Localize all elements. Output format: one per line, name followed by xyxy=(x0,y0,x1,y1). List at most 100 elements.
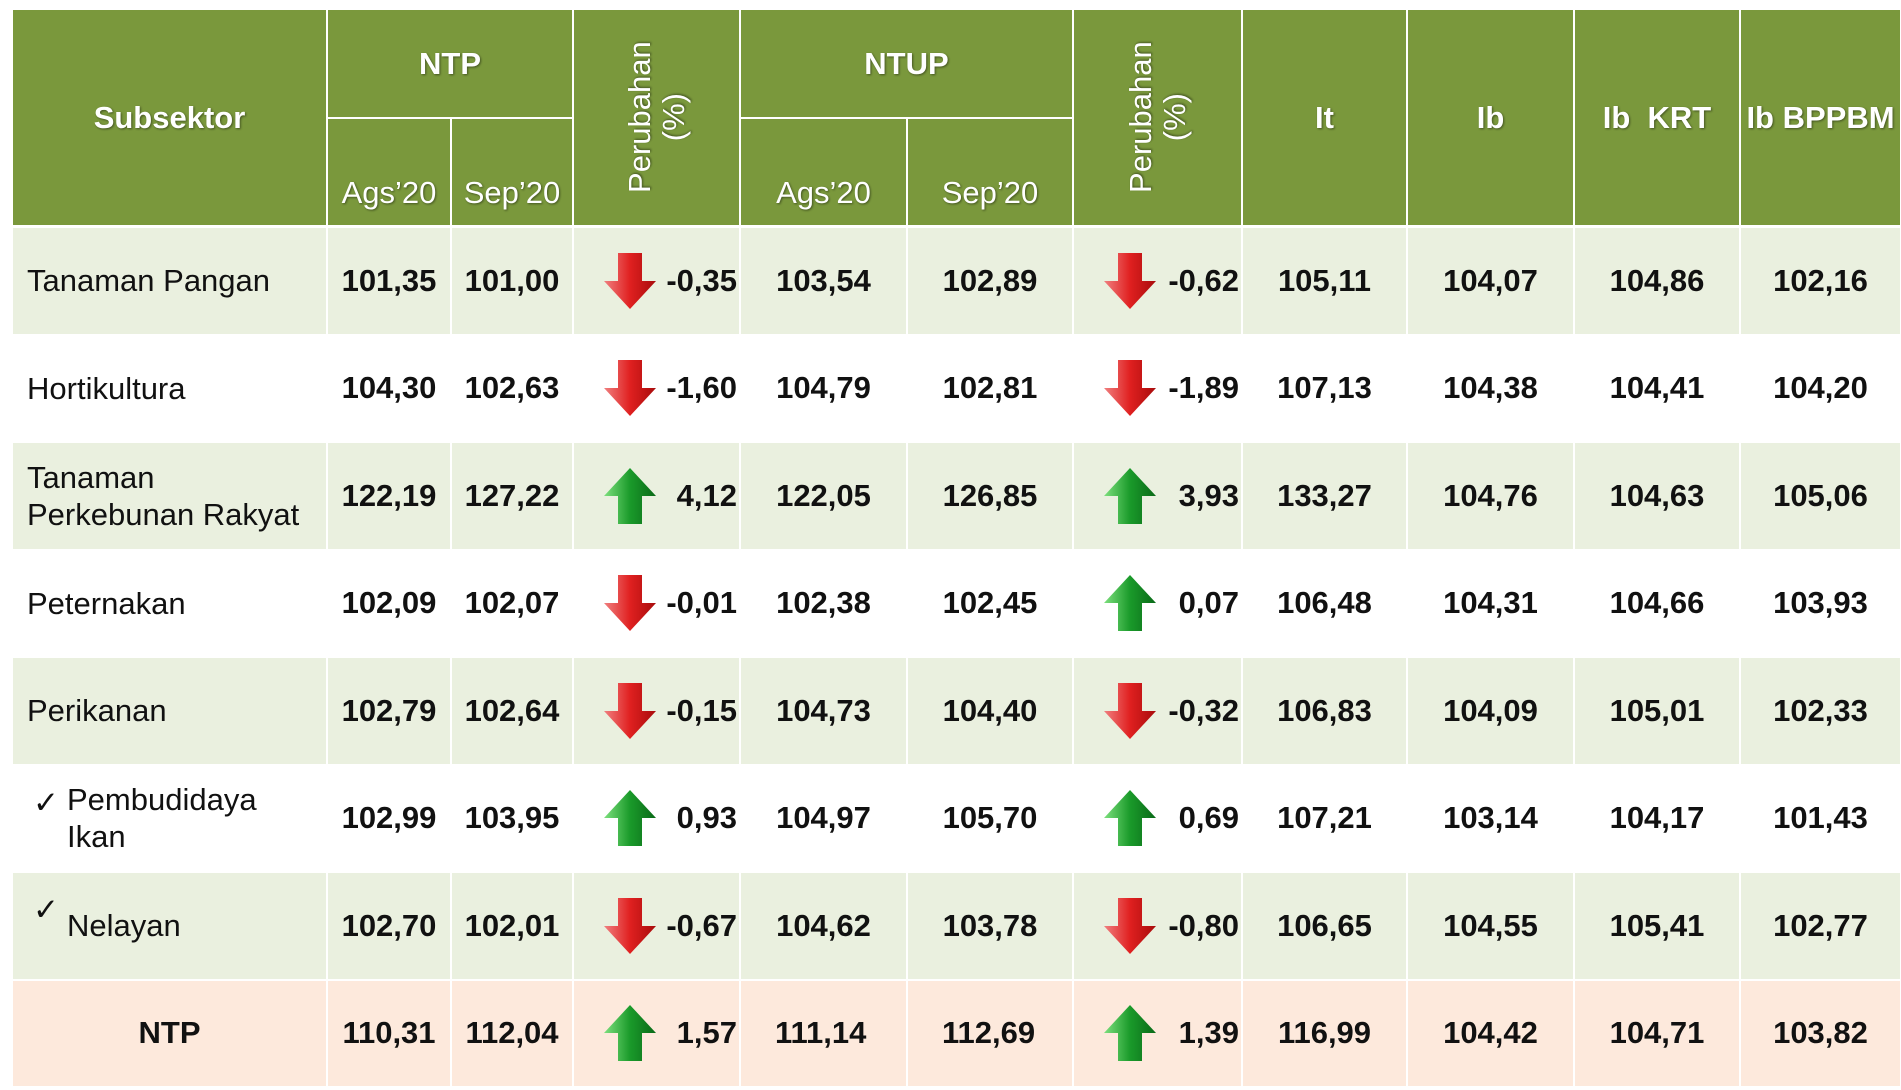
arrow-down xyxy=(604,897,656,954)
cell-text: 105,06 xyxy=(1773,477,1868,513)
check-icon: ✓ xyxy=(33,892,59,927)
header-cell: NTP xyxy=(328,10,572,117)
arrow-up xyxy=(604,467,656,524)
cell-text: 104,09 xyxy=(1443,692,1538,728)
cell-text: 122,05 xyxy=(776,477,871,513)
cell-text: Tanaman Pangan xyxy=(27,263,271,299)
row-label: Hortikultura xyxy=(13,335,326,441)
cell: 104,62 xyxy=(741,873,906,979)
row-label: ✓ Nelayan xyxy=(13,873,326,979)
header-cell: Ags’20 xyxy=(741,119,906,225)
cell: 102,63 xyxy=(452,335,572,441)
cell-text: -0,67 xyxy=(666,907,737,943)
cell: 102,01 xyxy=(452,873,572,979)
cell-text: 104,40 xyxy=(942,692,1038,728)
cell: 1,39 xyxy=(1074,980,1241,1086)
cell: 127,22 xyxy=(452,443,572,549)
cell-text: 112,04 xyxy=(465,1015,559,1051)
arrow-down xyxy=(604,575,656,632)
cell-text: 126,85 xyxy=(942,477,1038,513)
cell-text: 103,95 xyxy=(464,800,560,836)
cell-text: Tanaman Perkebunan Rakyat xyxy=(27,459,300,532)
cell-text: Perikanan xyxy=(27,693,167,729)
cell: 104,17 xyxy=(1575,765,1739,871)
cell-text: 102,70 xyxy=(341,907,437,943)
cell-text: -0,62 xyxy=(1168,262,1239,298)
cell-text: Peternakan xyxy=(27,585,186,621)
cell: -0,62 xyxy=(1074,228,1241,334)
header-cell: Perubahan (%) xyxy=(1074,10,1241,225)
cell-text: 106,65 xyxy=(1277,907,1372,943)
cell-text: NTP xyxy=(419,45,481,81)
header-cell: Sep’20 xyxy=(908,119,1072,225)
cell: 104,42 xyxy=(1408,980,1573,1086)
cell-text: Pembudidaya Ikan xyxy=(66,782,257,855)
cell: 104,30 xyxy=(328,335,450,441)
cell-text: 1,57 xyxy=(676,1015,737,1051)
cell-text: 103,14 xyxy=(1443,800,1538,836)
cell: 116,99 xyxy=(1243,980,1406,1086)
cell: 104,79 xyxy=(741,335,906,441)
check-icon: ✓ xyxy=(33,784,59,820)
cell: -0,80 xyxy=(1074,873,1241,979)
row-label: ✓ Pembudidaya Ikan xyxy=(13,765,326,871)
cell: 104,63 xyxy=(1575,443,1739,549)
arrow-up xyxy=(1104,575,1156,632)
cell: -0,15 xyxy=(574,658,739,764)
cell: 103,93 xyxy=(1741,550,1900,656)
row-label: Peternakan xyxy=(13,550,326,656)
cell: 101,43 xyxy=(1741,765,1900,871)
arrow-up xyxy=(1104,467,1156,524)
cell-text: 104,07 xyxy=(1443,262,1538,298)
cell-text: 102,77 xyxy=(1773,907,1868,943)
cell-text: Perubahan xyxy=(1122,41,1158,194)
cell: 104,41 xyxy=(1575,335,1739,441)
cell-text: -0,80 xyxy=(1168,907,1239,943)
cell-text: 103,54 xyxy=(776,262,871,298)
cell-text: 104,79 xyxy=(776,370,871,406)
cell-text: It xyxy=(1315,99,1334,135)
cell-text: 107,13 xyxy=(1277,370,1372,406)
cell-text: 112,69 xyxy=(942,1015,1036,1051)
cell-text: 104,17 xyxy=(1609,800,1705,836)
cell-text: 104,86 xyxy=(1609,262,1705,298)
cell: 111,14 xyxy=(741,980,906,1086)
rotated-label: Perubahan (%) xyxy=(621,42,690,194)
cell-text: 116,99 xyxy=(1277,1015,1372,1051)
cell: 4,12 xyxy=(574,443,739,549)
cell: 1,57 xyxy=(574,980,739,1086)
cell: 102,79 xyxy=(328,658,450,764)
cell: 104,73 xyxy=(741,658,906,764)
cell: 106,83 xyxy=(1243,658,1406,764)
cell-text: Ib xyxy=(1476,99,1505,135)
cell-text: 101,43 xyxy=(1773,800,1868,836)
cell: 104,20 xyxy=(1741,335,1900,441)
cell-text: 102,89 xyxy=(942,262,1038,298)
cell-text: 104,63 xyxy=(1609,477,1705,513)
cell: 102,89 xyxy=(908,228,1072,334)
cell-text: Ags’20 xyxy=(341,175,437,210)
cell-text: 102,16 xyxy=(1773,262,1868,298)
cell: 105,11 xyxy=(1243,228,1406,334)
cell: 107,21 xyxy=(1243,765,1406,871)
cell: 103,14 xyxy=(1408,765,1573,871)
cell: 104,71 xyxy=(1575,980,1739,1086)
arrow-down xyxy=(604,360,656,417)
cell-text: 102,45 xyxy=(942,585,1038,621)
cell-text: Nelayan xyxy=(66,908,181,944)
cell-text: 105,11 xyxy=(1277,262,1372,298)
cell-text: 102,09 xyxy=(341,585,437,621)
cell-text: 104,71 xyxy=(1609,1015,1705,1051)
cell: 126,85 xyxy=(908,443,1072,549)
cell: 103,54 xyxy=(741,228,906,334)
cell: 102,99 xyxy=(328,765,450,871)
cell: -0,01 xyxy=(574,550,739,656)
header-cell: Ib BPPBM xyxy=(1741,10,1900,225)
cell-text: 103,93 xyxy=(1773,585,1868,621)
cell: 122,19 xyxy=(328,443,450,549)
cell: 107,13 xyxy=(1243,335,1406,441)
header-cell: Perubahan (%) xyxy=(574,10,739,225)
arrow-up xyxy=(604,1005,656,1062)
cell-text: -0,01 xyxy=(666,585,737,621)
cell: -0,67 xyxy=(574,873,739,979)
